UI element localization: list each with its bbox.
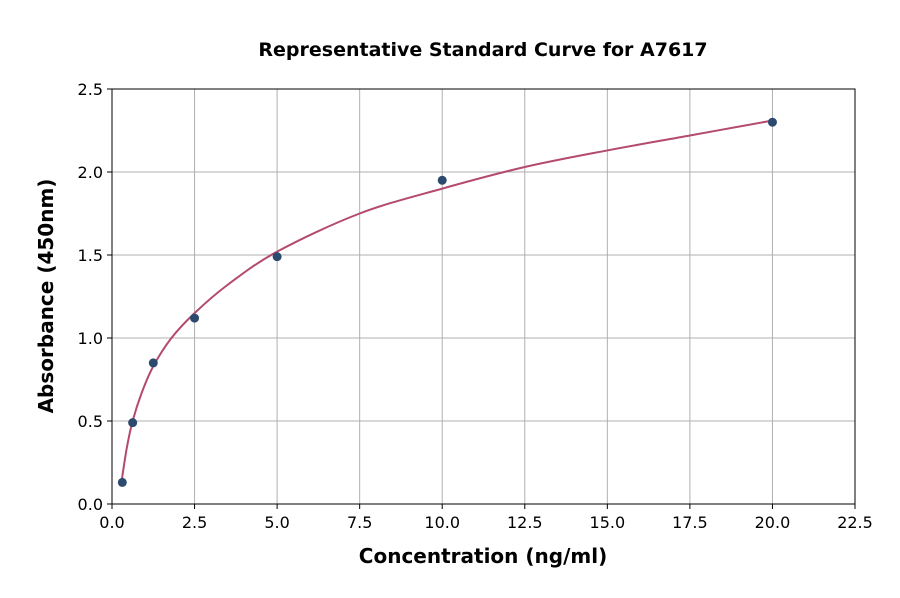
y-tick-label: 2.0 <box>78 163 103 182</box>
y-axis-label: Absorbance (450nm) <box>34 179 58 414</box>
fit-curve <box>120 119 773 480</box>
x-tick-label: 5.0 <box>264 513 289 532</box>
x-tick-label: 0.0 <box>99 513 124 532</box>
data-point <box>190 313 200 323</box>
x-axis-label: Concentration (ng/ml) <box>359 544 607 568</box>
plot-frame <box>111 88 856 505</box>
data-point <box>437 175 447 185</box>
data-point <box>767 117 777 127</box>
x-tick-label: 10.0 <box>424 513 460 532</box>
x-tick-label: 7.5 <box>347 513 372 532</box>
y-axis: 0.0 0.5 1.0 1.5 2.0 2.5 <box>78 80 112 514</box>
x-tick-label: 2.5 <box>182 513 207 532</box>
x-tick-label: 22.5 <box>837 513 873 532</box>
y-tick-label: 1.5 <box>78 246 103 265</box>
y-tick-label: 2.5 <box>78 80 103 99</box>
grid <box>111 88 856 505</box>
x-tick-label: 17.5 <box>672 513 708 532</box>
data-points <box>117 117 777 487</box>
x-tick-label: 12.5 <box>507 513 543 532</box>
y-tick-label: 0.0 <box>78 495 103 514</box>
x-axis: 0.0 2.5 5.0 7.5 10.0 12.5 15.0 17.5 20.0 22.5 <box>99 504 873 532</box>
data-point <box>128 418 138 428</box>
y-tick-label: 0.5 <box>78 412 103 431</box>
x-tick-label: 15.0 <box>590 513 626 532</box>
y-tick-label: 1.0 <box>78 329 103 348</box>
data-point <box>272 252 282 262</box>
data-point <box>117 477 127 487</box>
chart-title: Representative Standard Curve for A7617 <box>258 39 707 61</box>
data-point <box>148 358 158 368</box>
x-tick-label: 20.0 <box>755 513 791 532</box>
